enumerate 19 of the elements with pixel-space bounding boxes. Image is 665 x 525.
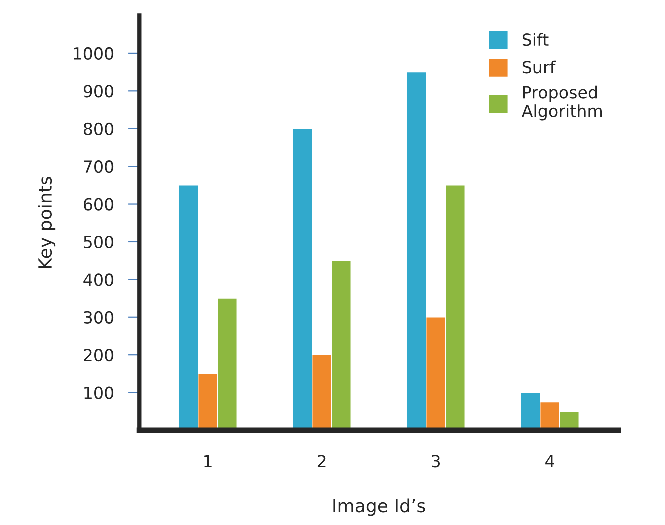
legend-label: Proposed Algorithm <box>522 86 602 121</box>
y-tick-label: 100 <box>84 386 114 400</box>
y-tick-label: 900 <box>84 85 114 98</box>
y-tick-label: 400 <box>84 274 114 286</box>
x-axis-title: Image Id’s <box>334 498 426 516</box>
y-axis-title: Key points <box>38 177 56 268</box>
legend-label: Surf <box>522 60 556 74</box>
x-tick-label: 2 <box>318 455 326 468</box>
y-tick-label: 600 <box>84 198 114 211</box>
x-tick-label: 1 <box>204 455 212 468</box>
y-tick-label: 300 <box>84 311 114 324</box>
legend-label: Sift <box>522 33 549 46</box>
x-tick-label: 3 <box>432 455 440 468</box>
y-tick-label: 500 <box>84 236 114 249</box>
x-tick-label: 4 <box>546 455 554 468</box>
y-tick-label: 200 <box>84 349 114 362</box>
y-tick-label: 700 <box>84 160 114 174</box>
y-tick-label: 800 <box>84 122 114 136</box>
y-tick-label: 1000 <box>74 47 114 60</box>
